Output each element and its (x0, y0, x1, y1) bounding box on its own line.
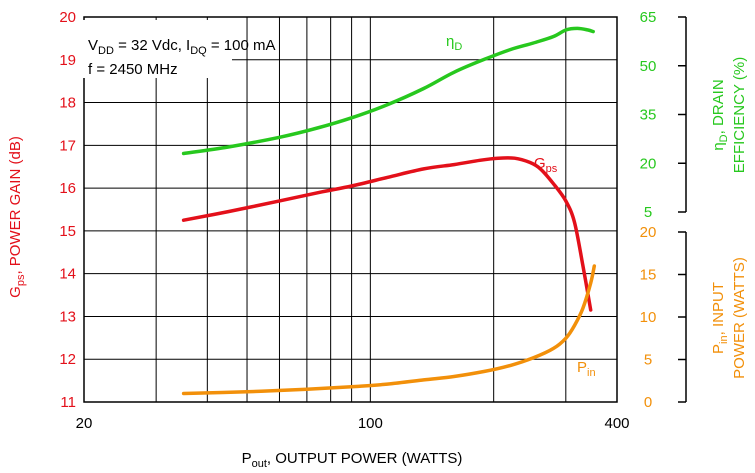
right-upper-tick-label: 20 (640, 155, 657, 172)
x-tick-label: 20 (76, 415, 93, 432)
right-upper-tick-label: 50 (640, 58, 657, 75)
series-label-pin: Pin (577, 359, 596, 379)
left-tick-label: 17 (59, 137, 76, 154)
conditions-line-1: VDD = 32 Vdc, IDQ = 100 mA (88, 37, 276, 57)
right-lower-tick-label: 10 (640, 309, 657, 326)
right-upper-tick-label: 65 (640, 9, 657, 26)
left-tick-label: 12 (59, 351, 76, 368)
right-upper-axis-title-2: EFFICIENCY (%) (731, 57, 748, 173)
conditions-box (80, 20, 232, 78)
left-axis-title: Gps, POWER GAIN (dB) (7, 136, 27, 298)
x-tick-label: 400 (604, 415, 629, 432)
x-tick-label: 100 (358, 415, 383, 432)
axes: 11 12 13 14 15 16 17 18 19 20 20 100 400 5 20 35 50 65 0 5 1… (59, 9, 687, 432)
left-tick-label: 19 (59, 52, 76, 69)
right-lower-tick-label: 0 (644, 394, 652, 411)
left-tick-label: 15 (59, 223, 76, 240)
right-lower-axis-title-2: POWER (WATTS) (731, 257, 748, 379)
right-upper-tick-label: 5 (644, 204, 652, 221)
right-lower-axis-title-1: Pin, INPUT (710, 282, 730, 354)
series-line-pin (181, 264, 597, 396)
series-line-d (181, 26, 595, 156)
left-tick-label: 18 (59, 95, 76, 112)
left-tick-label: 11 (60, 394, 76, 411)
right-lower-tick-label: 20 (640, 224, 657, 241)
conditions-line-2: f = 2450 MHz (88, 61, 178, 78)
right-upper-axis-title-1: ηD, DRAIN (710, 79, 730, 150)
series-line-gps (181, 156, 593, 312)
plot-border (83, 16, 618, 403)
left-tick-label: 13 (59, 308, 76, 325)
series-label-gps: Gps (534, 155, 558, 175)
series-label-etaD: ηD (446, 33, 462, 53)
x-axis-title: Pout, OUTPUT POWER (WATTS) (242, 450, 463, 470)
right-lower-tick-label: 15 (640, 267, 657, 284)
left-tick-label: 14 (59, 266, 76, 283)
right-lower-tick-label: 5 (644, 352, 652, 369)
left-tick-label: 16 (59, 180, 76, 197)
right-upper-tick-label: 35 (640, 107, 657, 124)
left-tick-label: 20 (59, 9, 76, 26)
series-layer (181, 26, 597, 396)
